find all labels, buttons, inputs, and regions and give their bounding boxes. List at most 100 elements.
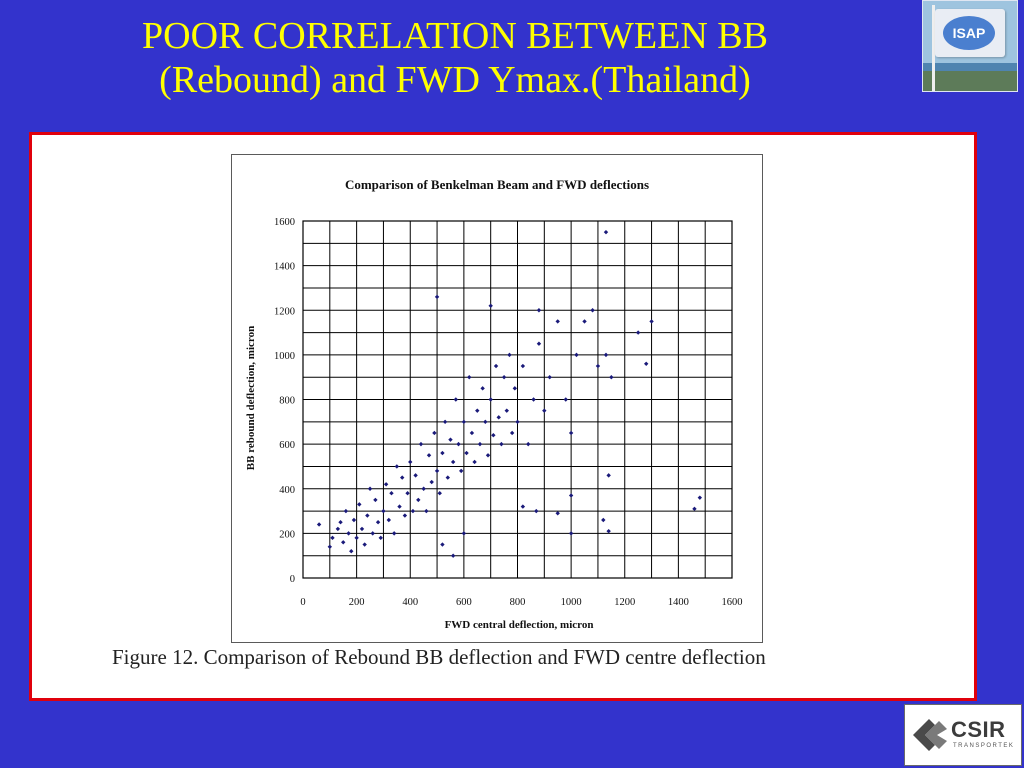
data-point	[418, 441, 424, 447]
data-point	[542, 408, 547, 413]
y-tick-label: 400	[279, 485, 295, 496]
data-point	[499, 441, 504, 447]
data-point	[536, 308, 542, 313]
data-point	[480, 386, 485, 391]
data-point	[496, 415, 501, 420]
data-point	[349, 549, 354, 554]
data-point	[389, 491, 394, 496]
data-point	[483, 419, 488, 425]
data-point	[341, 540, 346, 545]
csir-wordmark: CSIR	[951, 717, 1006, 742]
data-point	[606, 473, 611, 478]
y-axis-ticks: 0 200 400 600 800 1000 1200 1400 1600	[274, 217, 295, 585]
data-point	[547, 374, 552, 380]
data-point	[692, 506, 697, 512]
data-point	[536, 341, 542, 346]
data-point	[469, 430, 475, 436]
flag-pole	[932, 5, 935, 91]
data-point	[526, 441, 531, 447]
data-points	[316, 229, 703, 558]
data-point	[603, 229, 609, 235]
csir-arrow-icon	[913, 719, 947, 751]
y-tick-label: 600	[279, 440, 295, 451]
y-tick-label: 200	[279, 529, 295, 540]
data-point	[362, 542, 367, 547]
data-point	[386, 517, 391, 523]
x-tick-label: 600	[456, 597, 472, 608]
data-point	[568, 430, 574, 436]
data-point	[373, 497, 378, 503]
data-point	[402, 513, 408, 518]
data-point	[504, 408, 509, 413]
data-point	[440, 450, 445, 456]
isap-flag: ISAP	[935, 9, 1005, 57]
data-point	[343, 508, 349, 514]
data-point	[365, 513, 370, 518]
data-point	[440, 542, 445, 547]
data-point	[603, 352, 609, 358]
data-point	[375, 520, 381, 525]
data-point	[472, 459, 477, 465]
data-point	[426, 453, 432, 458]
slide-title: POOR CORRELATION BETWEEN BB (Rebound) an…	[30, 14, 880, 102]
x-axis-label: FWD central deflection, micron	[445, 619, 594, 631]
data-point	[450, 459, 456, 465]
data-point	[351, 517, 357, 523]
data-point	[405, 491, 410, 496]
data-point	[338, 520, 343, 525]
data-point	[408, 459, 413, 465]
data-point	[456, 441, 461, 447]
data-point	[531, 397, 536, 402]
y-tick-label: 1000	[274, 351, 295, 362]
data-point	[432, 430, 437, 436]
data-point	[563, 397, 568, 402]
data-point	[391, 531, 397, 536]
data-point	[507, 352, 512, 358]
data-point	[357, 502, 362, 507]
data-point	[649, 319, 654, 324]
data-point	[475, 408, 480, 413]
data-point	[491, 433, 496, 438]
data-point	[493, 363, 499, 369]
data-point	[485, 453, 491, 458]
data-point	[450, 553, 456, 558]
data-point	[394, 464, 400, 469]
x-tick-label: 400	[402, 597, 418, 608]
data-point	[467, 374, 472, 380]
y-tick-label: 1200	[274, 306, 295, 317]
x-tick-label: 800	[510, 597, 526, 608]
data-point	[606, 528, 611, 534]
data-point	[458, 468, 464, 474]
chart-grid	[302, 220, 733, 579]
data-point	[383, 482, 389, 487]
csir-logo: CSIR TRANSPORTEK	[904, 704, 1022, 766]
data-point	[574, 352, 579, 358]
isap-globe-icon: ISAP	[943, 16, 995, 50]
data-point	[359, 526, 365, 532]
data-point	[461, 419, 467, 425]
logo-water	[923, 63, 1017, 73]
data-point	[644, 361, 649, 366]
data-point	[330, 535, 335, 541]
data-point	[568, 531, 574, 536]
chart-box: Comparison of Benkelman Beam and FWD def…	[231, 154, 763, 643]
data-point	[555, 319, 560, 324]
data-point	[397, 504, 402, 509]
data-point	[413, 473, 418, 478]
plot-area-border	[302, 220, 733, 579]
data-point	[400, 475, 405, 480]
chart-title: Comparison of Benkelman Beam and FWD def…	[345, 177, 649, 192]
data-point	[442, 419, 448, 425]
data-point	[635, 330, 641, 335]
data-point	[378, 535, 383, 541]
logo-shore	[923, 71, 1017, 91]
y-axis-label: BB rebound deflection, micron	[245, 326, 257, 470]
x-tick-label: 1200	[614, 597, 635, 608]
data-point	[316, 522, 322, 527]
x-tick-label: 1600	[722, 597, 743, 608]
x-tick-label: 0	[300, 597, 305, 608]
csir-subtitle: TRANSPORTEK	[953, 743, 1015, 749]
slide-title-line-2: (Rebound) and FWD Ymax.(Thailand)	[159, 59, 751, 101]
data-point	[410, 508, 416, 514]
data-point	[488, 397, 493, 402]
